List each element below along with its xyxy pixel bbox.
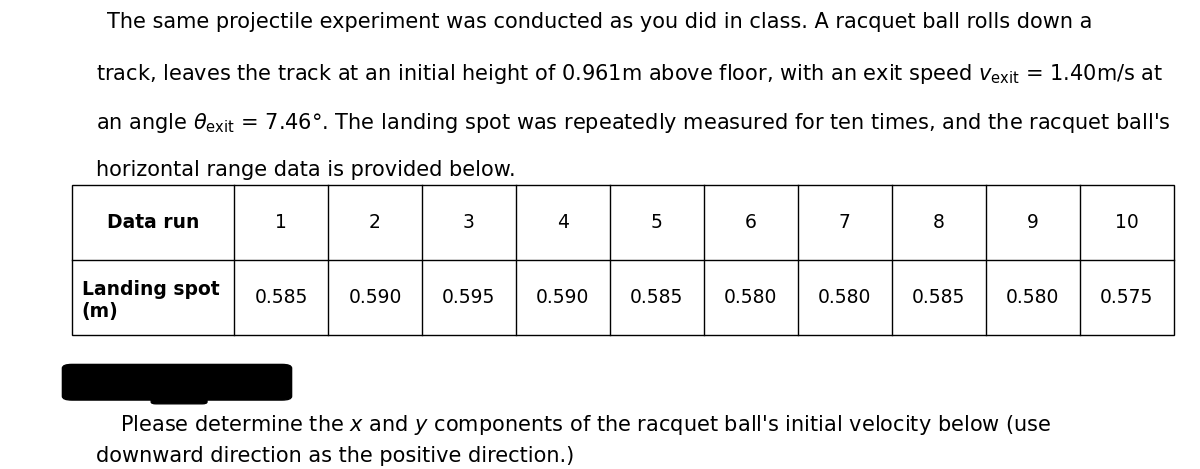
Text: 0.585: 0.585 [630, 288, 684, 307]
Text: 1: 1 [275, 213, 287, 232]
FancyBboxPatch shape [62, 364, 292, 400]
Text: 10: 10 [1115, 213, 1139, 232]
Text: an angle $\theta_{\rm exit}$ = 7.46°. The landing spot was repeatedly measured f: an angle $\theta_{\rm exit}$ = 7.46°. Th… [96, 111, 1171, 135]
Text: 2: 2 [370, 213, 380, 232]
Text: 6: 6 [745, 213, 757, 232]
Text: The same projectile experiment was conducted as you did in class. A racquet ball: The same projectile experiment was condu… [107, 12, 1093, 32]
Text: 0.575: 0.575 [1100, 288, 1153, 307]
Text: downward direction as the positive direction.): downward direction as the positive direc… [96, 446, 575, 466]
Text: Data run: Data run [107, 213, 199, 232]
Text: 0.585: 0.585 [912, 288, 965, 307]
Text: track, leaves the track at an initial height of 0.961m above floor, with an exit: track, leaves the track at an initial he… [96, 62, 1163, 86]
Text: 4: 4 [557, 213, 569, 232]
Text: Landing spot: Landing spot [82, 280, 220, 299]
Text: 5: 5 [650, 213, 662, 232]
Text: 0.590: 0.590 [536, 288, 589, 307]
Text: Please determine the $x$ and $y$ components of the racquet ball's initial veloci: Please determine the $x$ and $y$ compone… [120, 413, 1051, 437]
Text: (m): (m) [82, 303, 119, 321]
Text: 0.590: 0.590 [348, 288, 402, 307]
Text: 0.580: 0.580 [724, 288, 778, 307]
FancyBboxPatch shape [151, 390, 206, 404]
Text: 0.580: 0.580 [1006, 288, 1060, 307]
Text: 0.595: 0.595 [443, 288, 496, 307]
Text: horizontal range data is provided below.: horizontal range data is provided below. [96, 160, 516, 181]
Text: 9: 9 [1027, 213, 1038, 232]
Text: 8: 8 [932, 213, 944, 232]
Text: 3: 3 [463, 213, 475, 232]
Text: 0.580: 0.580 [818, 288, 871, 307]
Text: 0.585: 0.585 [254, 288, 307, 307]
Text: 7: 7 [839, 213, 851, 232]
